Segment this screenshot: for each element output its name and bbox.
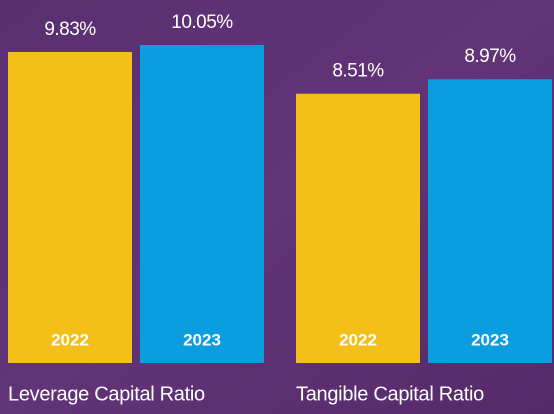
- bar: [8, 51, 132, 364]
- bar: [296, 93, 420, 363]
- value-label: 9.83%: [44, 19, 96, 40]
- value-label: 8.97%: [464, 46, 516, 67]
- value-label: 10.05%: [171, 12, 233, 33]
- value-label: 8.51%: [332, 61, 384, 82]
- category-label: 2022: [51, 330, 89, 349]
- chart-title: Leverage Capital Ratio: [8, 383, 205, 405]
- chart-title: Tangible Capital Ratio: [296, 383, 484, 405]
- category-label: 2023: [183, 330, 221, 349]
- category-label: 2023: [471, 330, 509, 349]
- category-label: 2022: [339, 330, 377, 349]
- bar: [428, 79, 552, 364]
- bar: [140, 45, 264, 363]
